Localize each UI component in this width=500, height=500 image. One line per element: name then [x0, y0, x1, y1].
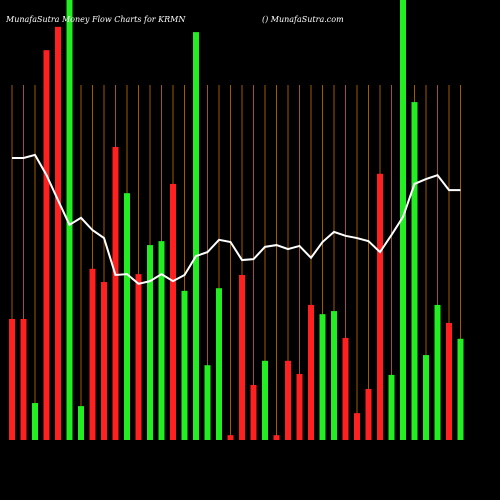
bar	[423, 355, 429, 440]
bar	[400, 0, 406, 440]
bar	[147, 245, 153, 440]
bar	[89, 268, 96, 440]
bar	[9, 319, 15, 440]
bar	[446, 322, 452, 440]
bar	[193, 32, 199, 441]
bar	[158, 241, 165, 440]
bar	[66, 0, 73, 440]
bar	[457, 338, 464, 440]
bar	[411, 102, 418, 440]
bar	[273, 435, 280, 440]
bar	[32, 403, 38, 440]
bar	[319, 314, 326, 440]
bar	[331, 311, 337, 440]
bar	[43, 50, 50, 440]
bar	[377, 173, 383, 441]
credit: () MunafaSutra.com	[262, 15, 344, 24]
bar	[365, 388, 372, 440]
bar	[296, 374, 303, 440]
bar	[308, 304, 314, 440]
bar	[170, 183, 176, 441]
bar	[285, 360, 291, 440]
bar	[239, 275, 245, 440]
bar	[112, 146, 119, 440]
bar	[262, 360, 268, 440]
bar	[250, 385, 257, 440]
money-flow-line	[12, 153, 461, 285]
bar	[55, 26, 61, 441]
chart-title: MunafaSutra Money Flow Charts for KRMN	[5, 15, 186, 24]
bar	[135, 274, 142, 440]
bars	[9, 0, 464, 441]
bar	[388, 374, 395, 440]
bar	[227, 435, 234, 440]
bar	[342, 337, 349, 440]
bar	[354, 413, 360, 440]
bar	[124, 193, 130, 440]
bar	[20, 319, 27, 440]
bar	[78, 406, 84, 440]
bar	[434, 304, 441, 440]
bar	[216, 288, 222, 440]
bar	[204, 365, 211, 440]
bar	[101, 282, 107, 440]
bar	[181, 290, 188, 440]
